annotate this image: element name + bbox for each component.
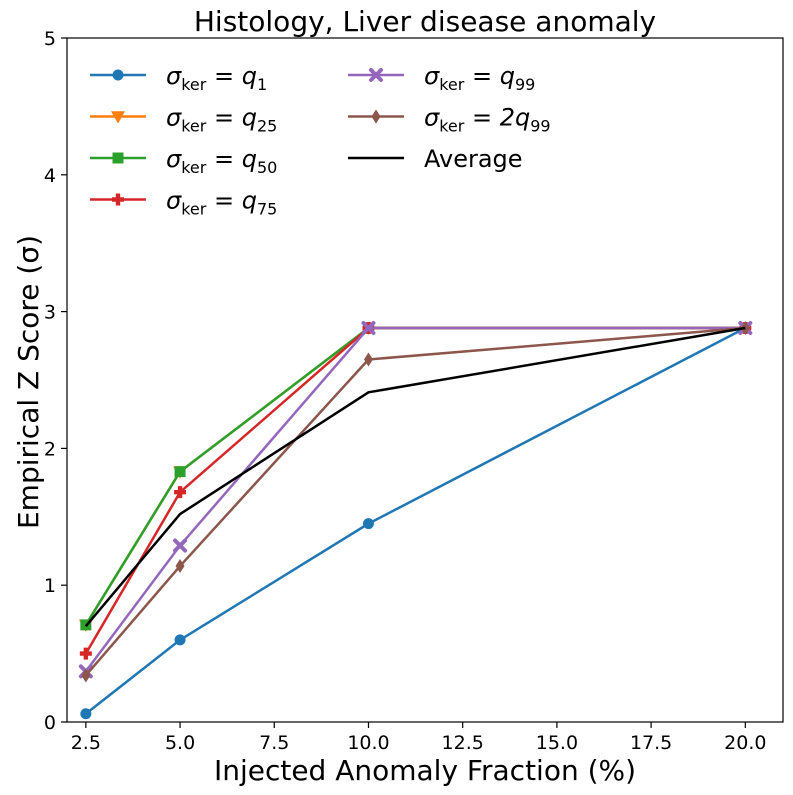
legend-item: σker = q1 xyxy=(90,62,267,94)
series-layer xyxy=(78,321,753,720)
y-axis: 0 1 2 3 4 5 xyxy=(44,28,67,734)
x-axis-label: Injected Anomaly Fraction (%) xyxy=(214,754,636,787)
x-tick-label: 5.0 xyxy=(165,732,195,754)
x-tick-label: 12.5 xyxy=(442,732,484,754)
series-line xyxy=(84,326,746,677)
legend-item: σker = 2q99 xyxy=(348,104,551,136)
x-tick-label: 10.0 xyxy=(347,732,389,754)
legend-marker xyxy=(371,109,381,124)
data-point xyxy=(174,634,186,646)
y-tick-label: 4 xyxy=(44,165,56,187)
y-tick-label: 3 xyxy=(44,302,56,324)
legend-marker xyxy=(369,68,383,82)
y-tick-label: 5 xyxy=(44,28,56,50)
series-1 xyxy=(78,322,753,632)
data-point xyxy=(361,321,376,336)
series-6 xyxy=(84,326,746,628)
data-point xyxy=(362,518,374,530)
legend-label: σker = q75 xyxy=(166,187,277,219)
y-tick-label: 0 xyxy=(44,712,56,734)
legend-marker xyxy=(112,193,124,206)
data-point xyxy=(174,466,186,478)
legend-label: Average xyxy=(424,145,523,173)
series-0 xyxy=(80,322,751,720)
x-tick-label: 2.5 xyxy=(71,732,101,754)
legend-label: σker = q99 xyxy=(424,62,535,94)
legend-marker xyxy=(111,111,125,124)
legend-label: σker = q1 xyxy=(166,62,267,94)
y-tick-label: 1 xyxy=(44,575,56,597)
legend-label: σker = q50 xyxy=(166,145,277,177)
x-tick-label: 17.5 xyxy=(630,732,672,754)
x-tick-label: 15.0 xyxy=(536,732,578,754)
legend-item: σker = q75 xyxy=(90,187,277,219)
series-5 xyxy=(81,321,750,683)
series-3 xyxy=(79,322,752,660)
data-point xyxy=(80,708,92,720)
x-axis: 2.5 5.0 7.5 10.0 12.5 15.0 17.5 20.0 xyxy=(71,722,766,754)
data-point xyxy=(363,352,373,367)
legend-label: σker = 2q99 xyxy=(424,104,551,136)
legend-item: Average xyxy=(348,145,523,173)
legend-marker xyxy=(112,69,124,81)
series-line xyxy=(84,326,746,673)
plot-frame xyxy=(66,37,784,723)
y-axis-label: Empirical Z Score (σ) xyxy=(12,235,45,529)
chart-title: Histology, Liver disease anomaly xyxy=(194,5,656,38)
series-2 xyxy=(80,322,751,631)
series-line xyxy=(85,326,746,715)
legend-marker xyxy=(112,152,124,164)
x-tick-label: 7.5 xyxy=(259,732,289,754)
legend-item: σker = q50 xyxy=(90,145,277,177)
series-line xyxy=(84,326,746,628)
data-point xyxy=(173,538,188,553)
x-tick-label: 20.0 xyxy=(724,732,766,754)
data-point xyxy=(81,668,91,683)
legend-item: σker = q99 xyxy=(348,62,535,94)
y-tick-label: 2 xyxy=(44,438,56,460)
plot-area xyxy=(66,37,784,723)
data-point xyxy=(174,486,187,499)
data-point xyxy=(79,647,92,660)
data-point xyxy=(175,559,185,574)
legend: σker = q1 σker = q25 σker = q50 σker = q75 σ… xyxy=(90,62,551,219)
legend-item: σker = q25 xyxy=(90,104,277,136)
legend-label: σker = q25 xyxy=(166,104,277,136)
